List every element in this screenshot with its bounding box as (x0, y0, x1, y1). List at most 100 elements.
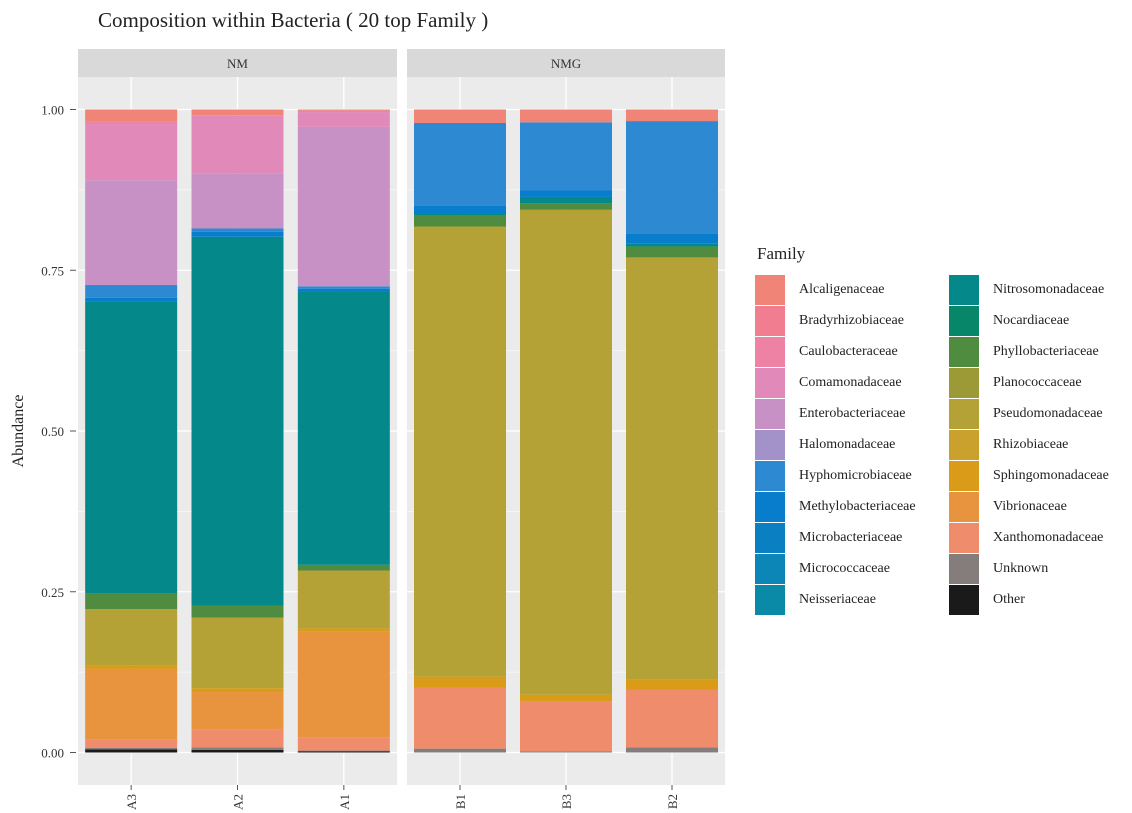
legend-item: Halomonadaceae (755, 429, 935, 460)
legend-swatch (949, 305, 979, 336)
legend-swatch (755, 398, 785, 429)
bar-segment (297, 110, 390, 113)
bar-segment (297, 288, 390, 292)
legend-item: Hyphomicrobiaceae (755, 460, 935, 491)
legend-swatch (949, 491, 979, 522)
legend-swatch (949, 522, 979, 553)
legend-item: Nitrosomonadaceae (949, 274, 1109, 305)
bar-segment (297, 109, 390, 111)
bar-segment (297, 737, 390, 751)
y-tick-label: 0.00 (41, 746, 64, 761)
legend-swatch (949, 336, 979, 367)
legend-label: Unknown (993, 560, 1049, 576)
legend-swatch (755, 274, 785, 305)
bar-segment (191, 729, 284, 748)
x-tick-label: B3 (559, 794, 574, 809)
bar-segment (297, 112, 390, 127)
legend-column-left: Alcaligenaceae Bradyrhizobiaceae Caulobact… (755, 274, 935, 615)
bar-segment (191, 692, 284, 730)
bar-segment (520, 196, 612, 204)
legend-item: Enterobacteriaceae (755, 398, 935, 429)
bar-segment (85, 123, 178, 181)
bar-segment (85, 285, 178, 298)
legend-label: Xanthomonadaceae (993, 529, 1104, 545)
legend-item: Pseudomonadaceae (949, 398, 1109, 429)
bar-segment (414, 109, 506, 124)
legend-item: Bradyrhizobiaceae (755, 305, 935, 336)
bar-segment (520, 701, 612, 752)
legend-label: Enterobacteriaceae (799, 405, 906, 421)
legend-label: Pseudomonadaceae (993, 405, 1103, 421)
bar-segment (191, 115, 284, 116)
legend-item: Other (949, 584, 1109, 615)
bar-segment (191, 115, 284, 174)
y-tick-label: 0.75 (41, 263, 64, 278)
legend-swatch (755, 367, 785, 398)
legend-swatch (755, 553, 785, 584)
legend-swatch (755, 584, 785, 615)
bar-segment (191, 228, 284, 232)
bar-segment (297, 631, 390, 738)
legend-columns: Alcaligenaceae Bradyrhizobiaceae Caulobact… (755, 274, 1109, 615)
x-tick-label: B2 (665, 794, 680, 809)
legend-swatch (755, 522, 785, 553)
bar-segment (85, 749, 178, 753)
bar-segment (520, 190, 612, 197)
bar-segment (626, 109, 718, 122)
legend-label: Nocardiaceae (993, 312, 1070, 328)
bar-segment (297, 750, 390, 752)
bar-segment (626, 689, 718, 748)
bar-segment (626, 233, 718, 244)
bar-segment (297, 751, 390, 753)
legend-label: Neisseriaceae (799, 591, 876, 607)
bar-segment (520, 122, 612, 191)
legend-item: Caulobacteraceae (755, 336, 935, 367)
bar-segment (520, 751, 612, 753)
legend-item: Nocardiaceae (949, 305, 1109, 336)
bar-segment (191, 688, 284, 693)
legend-label: Micrococcaceae (799, 560, 890, 576)
legend-label: Hyphomicrobiaceae (799, 467, 912, 483)
legend-item: Unknown (949, 553, 1109, 584)
legend-item: Methylobacteriaceae (755, 491, 935, 522)
bar-segment (414, 687, 506, 749)
legend-label: Microbacteriaceae (799, 529, 903, 545)
legend-swatch (755, 336, 785, 367)
legend-label: Rhizobiaceae (993, 436, 1069, 452)
bar-segment (297, 564, 390, 571)
legend-swatch (949, 553, 979, 584)
y-axis-title: Abundance (10, 395, 27, 468)
bar-segment (414, 226, 506, 677)
bar-segment (191, 173, 284, 229)
facet-strip (407, 49, 725, 77)
bar-segment (85, 297, 178, 302)
legend-swatch (949, 367, 979, 398)
legend-item: Alcaligenaceae (755, 274, 935, 305)
y-tick-label: 0.25 (41, 585, 64, 600)
legend-label: Other (993, 591, 1025, 607)
legend-swatch (949, 429, 979, 460)
bar-segment (191, 605, 284, 618)
legend-swatch (949, 584, 979, 615)
legend-label: Planococcaceae (993, 374, 1082, 390)
bar-segment (191, 231, 284, 237)
legend-label: Alcaligenaceae (799, 281, 885, 297)
bar-segment (191, 109, 284, 116)
x-tick-label: A3 (124, 794, 139, 810)
bar-segment (626, 257, 718, 680)
legend-item: Comamonadaceae (755, 367, 935, 398)
bar-segment (414, 215, 506, 227)
legend-swatch (949, 274, 979, 305)
bar-segment (297, 570, 390, 629)
legend-label: Sphingomonadaceae (993, 467, 1109, 483)
legend-item: Vibrionaceae (949, 491, 1109, 522)
bar-segment (414, 213, 506, 216)
facet-label: NM (227, 56, 248, 71)
y-tick-label: 1.00 (41, 103, 64, 118)
bar-segment (414, 205, 506, 214)
x-tick-label: B1 (453, 794, 468, 809)
facet-strip (78, 49, 397, 77)
legend-column-right: Nitrosomonadaceae Nocardiaceae Phyllobacte… (949, 274, 1109, 615)
bar-segment (297, 628, 390, 632)
